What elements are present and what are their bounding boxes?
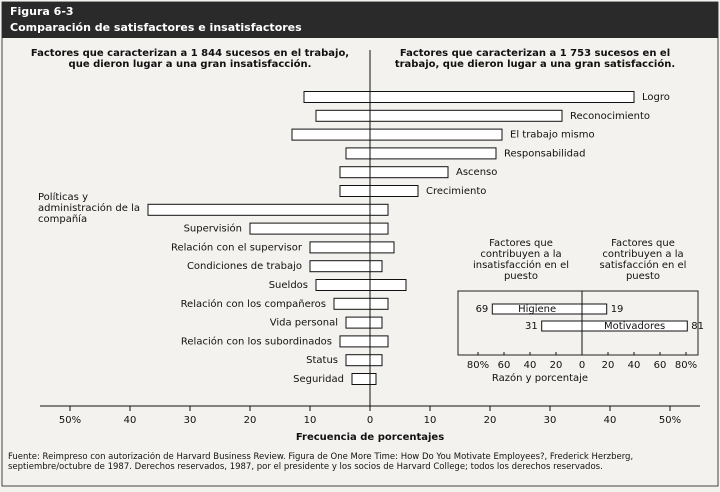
bar-left: [333, 297, 371, 310]
bar-right: [369, 166, 449, 179]
series-header-right-box: Factores que caracterizan a 1 753 suceso…: [394, 48, 676, 70]
series-header-left-box: Factores que caracterizan a 1 844 suceso…: [30, 48, 350, 70]
x-tick-label: 80%: [467, 360, 489, 371]
header-band: [2, 2, 718, 38]
bar-right: [369, 128, 503, 141]
bar-right: [369, 260, 383, 273]
category-label: Vida personal: [270, 318, 338, 329]
inset-header-left: Factores que contribuyen a la insatisfac…: [472, 238, 570, 282]
category-label: Relación con los compañeros: [181, 298, 326, 310]
category-label: Ascenso: [456, 167, 497, 178]
category-label: Relación con los subordinados: [181, 335, 332, 347]
bar-left: [345, 147, 371, 160]
bar-right: [369, 373, 377, 385]
category-label: Responsabilidad: [504, 148, 586, 159]
category-label-box: Políticas y administración de la compañí…: [38, 191, 140, 225]
bar-right: [369, 222, 389, 235]
x-tick-label: 30: [544, 415, 557, 426]
bar-right: [369, 109, 563, 122]
bar-left: [339, 166, 371, 179]
bar-right: [369, 335, 389, 348]
bar-right: [369, 297, 389, 310]
value-label: 69: [476, 304, 489, 315]
bar-right: [369, 316, 383, 329]
figure-label: Figura 6-3: [10, 5, 74, 18]
bar-left: [345, 354, 371, 367]
x-tick-label: 40: [124, 415, 137, 426]
x-tick-label: 20: [244, 415, 257, 426]
x-axis-title: Frecuencia de porcentajes: [296, 432, 444, 443]
x-tick-label: 60: [498, 360, 511, 371]
bar-left: [351, 373, 371, 385]
series-header-right: Factores que caracterizan a 1 753 suceso…: [394, 48, 676, 70]
x-tick-label: 80%: [675, 360, 697, 371]
category-label: Relación con el supervisor: [171, 241, 303, 253]
category-label: Supervisión: [184, 223, 242, 235]
x-tick-label: 0: [367, 415, 373, 426]
source-note: Fuente: Reimpreso con autorización de Ha…: [8, 452, 634, 472]
bar-left: [339, 185, 371, 197]
bar-right: [369, 241, 395, 254]
x-axis-title: Razón y porcentaje: [492, 372, 588, 384]
category-label: Condiciones de trabajo: [187, 261, 302, 272]
category-label: Crecimiento: [426, 186, 486, 197]
bar-left: [303, 91, 371, 103]
bar-left: [249, 222, 371, 235]
inset-header-right: Factores que contribuyen a la satisfacci…: [599, 238, 687, 282]
x-tick-label: 50%: [659, 415, 681, 426]
figure-title: Comparación de satisfactores e insatisfa…: [10, 21, 302, 34]
inset-box: [457, 290, 699, 356]
bar-right: [369, 147, 497, 160]
bar-left: [291, 128, 371, 141]
bar-left: [345, 316, 371, 329]
bar-right: [369, 91, 635, 103]
x-tick-label: 20: [484, 415, 497, 426]
inset-header-left-box: Factores que contribuyen a la insatisfac…: [472, 238, 570, 282]
value-label: 81: [691, 321, 704, 332]
category-label: Higiene: [518, 304, 556, 315]
x-tick-label: 10: [304, 415, 317, 426]
bar-right: [581, 303, 608, 315]
x-tick-label: 40: [604, 415, 617, 426]
bar-left: [315, 279, 371, 291]
x-tick-label: 20: [550, 360, 563, 371]
bar-right: [369, 185, 419, 197]
category-label: Reconocimiento: [570, 111, 650, 122]
x-tick-label: 10: [424, 415, 437, 426]
x-tick-label: 50%: [59, 415, 81, 426]
x-tick-label: 30: [184, 415, 197, 426]
bar-right: [369, 354, 383, 367]
bar-right: [369, 203, 389, 216]
x-tick-label: 60: [654, 360, 667, 371]
bar-left: [315, 109, 371, 122]
bar-left: [541, 320, 583, 332]
category-label: Sueldos: [269, 280, 308, 291]
source-box: Fuente: Reimpreso con autorización de Ha…: [8, 452, 634, 472]
series-header-left: Factores que caracterizan a 1 844 suceso…: [30, 48, 350, 70]
value-label: 19: [611, 304, 624, 315]
x-tick-label: 0: [579, 360, 585, 371]
x-tick-label: 20: [602, 360, 615, 371]
inset-header-right-box: Factores que contribuyen a la satisfacci…: [599, 238, 687, 282]
bar-left: [339, 335, 371, 348]
bar-left: [309, 241, 371, 254]
bar-left: [309, 260, 371, 273]
x-tick-label: 40: [628, 360, 641, 371]
bar-right: [369, 279, 407, 291]
category-label: Motivadores: [604, 321, 665, 332]
category-label: El trabajo mismo: [510, 130, 595, 141]
category-label: Seguridad: [293, 374, 344, 385]
x-tick-label: 40: [524, 360, 537, 371]
category-label: Logro: [642, 92, 670, 103]
category-label: Status: [306, 355, 338, 366]
bar-right: [581, 320, 688, 332]
value-label: 31: [525, 321, 538, 332]
category-label: Políticas y administración de la compañí…: [38, 191, 140, 225]
bar-left: [147, 203, 371, 216]
